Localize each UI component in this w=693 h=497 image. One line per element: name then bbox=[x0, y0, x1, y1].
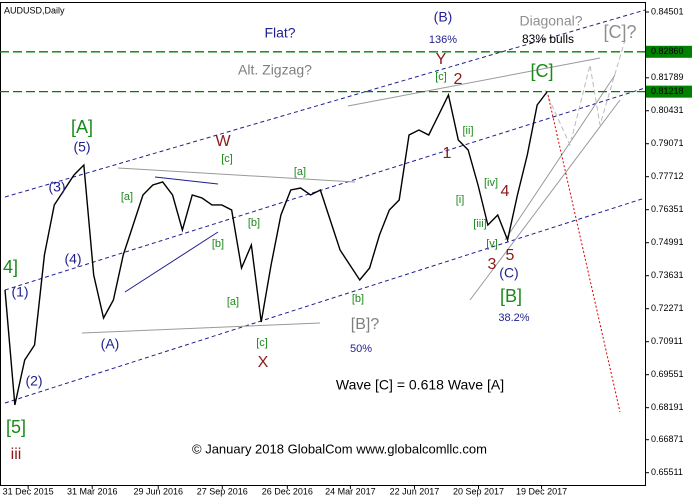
y-tick-label: 0.77712 bbox=[651, 171, 684, 181]
x-tick-label: 24 Mar 2017 bbox=[325, 486, 376, 496]
wave-label: 83% bulls bbox=[522, 32, 574, 46]
wave-label: [C]? bbox=[603, 22, 636, 42]
wave-label: (3) bbox=[48, 179, 65, 195]
wave-label: [iii] bbox=[473, 218, 486, 230]
channel-line bbox=[4, 9, 646, 198]
level-label: 0.81218 bbox=[651, 86, 684, 96]
wave-label: [a] bbox=[227, 296, 239, 308]
y-tick-label: 0.73631 bbox=[651, 270, 684, 280]
wave-label: [c] bbox=[256, 337, 268, 349]
x-tick-label: 29 Jun 2016 bbox=[133, 486, 183, 496]
y-tick-label: 0.69551 bbox=[651, 369, 684, 379]
wave-label: [B] bbox=[500, 286, 522, 306]
plot-frame bbox=[0, 2, 646, 486]
wave-label: 50% bbox=[350, 343, 372, 355]
wave-label: iii bbox=[11, 446, 22, 463]
y-tick-label: 0.70911 bbox=[651, 336, 683, 346]
x-tick-label: 19 Dec 2017 bbox=[516, 486, 567, 496]
wave-label: Y bbox=[436, 51, 447, 68]
x-tick-label: 31 Mar 2016 bbox=[67, 486, 118, 496]
wave-label: [ii] bbox=[463, 125, 474, 137]
level-tag bbox=[646, 85, 692, 98]
wave-label: (5) bbox=[73, 139, 90, 155]
x-tick-label: 27 Sep 2016 bbox=[197, 486, 248, 496]
wave-label: © January 2018 GlobalCom www.globalcomll… bbox=[192, 441, 487, 456]
wave-label: [b] bbox=[248, 217, 260, 229]
y-tick-label: 0.68191 bbox=[651, 402, 684, 412]
y-tick-label: 0.80431 bbox=[651, 105, 684, 115]
level-label: 0.82860 bbox=[651, 46, 684, 56]
wave-label: [a] bbox=[121, 191, 133, 203]
chart-title: AUDUSD,Daily bbox=[4, 5, 65, 15]
y-tick-label: 0.76351 bbox=[651, 204, 684, 214]
wave-label: 3 bbox=[488, 256, 497, 273]
wave-label: (A) bbox=[101, 336, 120, 352]
y-tick-label: 0.66871 bbox=[651, 434, 684, 444]
wave-label: [A] bbox=[71, 117, 93, 137]
x-tick-label: 31 Dec 2015 bbox=[3, 486, 54, 496]
x-tick-label: 20 Sep 2017 bbox=[453, 486, 504, 496]
wave-label: [v] bbox=[486, 238, 498, 250]
y-tick-label: 0.84501 bbox=[651, 6, 684, 16]
y-tick-label: 0.72271 bbox=[651, 303, 684, 313]
wave-label: 1 bbox=[443, 145, 452, 162]
wave-label: [b] bbox=[212, 238, 224, 250]
y-tick-label: 0.81789 bbox=[651, 72, 684, 82]
wave-label: [c] bbox=[435, 71, 447, 83]
y-tick-label: 0.65511 bbox=[651, 467, 683, 477]
wave-label: W bbox=[215, 133, 231, 150]
wave-label: (1) bbox=[11, 284, 28, 300]
wave-label: X bbox=[258, 354, 269, 371]
trend-line bbox=[117, 167, 356, 183]
y-tick-label: 0.79071 bbox=[651, 138, 684, 148]
wave-label: [C] bbox=[530, 61, 553, 81]
wave-label: (4) bbox=[64, 251, 81, 267]
projection bbox=[544, 39, 626, 147]
wave-label: (2) bbox=[25, 373, 42, 389]
wave-label: 4 bbox=[501, 183, 510, 200]
trend-line bbox=[469, 99, 621, 301]
y-tick-label: 0.74991 bbox=[651, 237, 684, 247]
wave-label: 4] bbox=[3, 257, 18, 277]
wave-label: Wave [C] = 0.618 Wave [A] bbox=[336, 377, 504, 393]
wave-label: (B) bbox=[434, 9, 453, 25]
wave-label: 5 bbox=[506, 247, 515, 264]
channel-line bbox=[4, 197, 646, 404]
channels bbox=[4, 9, 646, 413]
level-tag bbox=[646, 45, 692, 58]
wave-label: [5] bbox=[6, 417, 26, 437]
wave-label: [b] bbox=[352, 293, 364, 305]
triangle-line bbox=[154, 176, 219, 185]
wave-label: [a] bbox=[294, 166, 306, 178]
wave-label: Diagonal? bbox=[519, 13, 582, 29]
wave-label: Alt. Zigzag? bbox=[238, 62, 312, 78]
wave-label: 2 bbox=[454, 71, 463, 88]
wave-label: [i] bbox=[456, 194, 465, 206]
wave-label: [iv] bbox=[484, 177, 498, 189]
wave-label: [B]? bbox=[351, 316, 380, 333]
wave-label: 136% bbox=[429, 34, 457, 46]
wave-label: 38.2% bbox=[498, 312, 529, 324]
trend-line bbox=[347, 57, 601, 107]
wave-label: Flat? bbox=[264, 25, 295, 41]
trend-line bbox=[81, 322, 321, 334]
price-line bbox=[4, 91, 548, 406]
wave-label: (C) bbox=[499, 265, 518, 281]
x-tick-label: 22 Jun 2017 bbox=[390, 486, 440, 496]
x-tick-label: 26 Dec 2016 bbox=[262, 486, 313, 496]
triangle-line bbox=[124, 231, 219, 293]
wave-label: [c] bbox=[221, 153, 233, 165]
